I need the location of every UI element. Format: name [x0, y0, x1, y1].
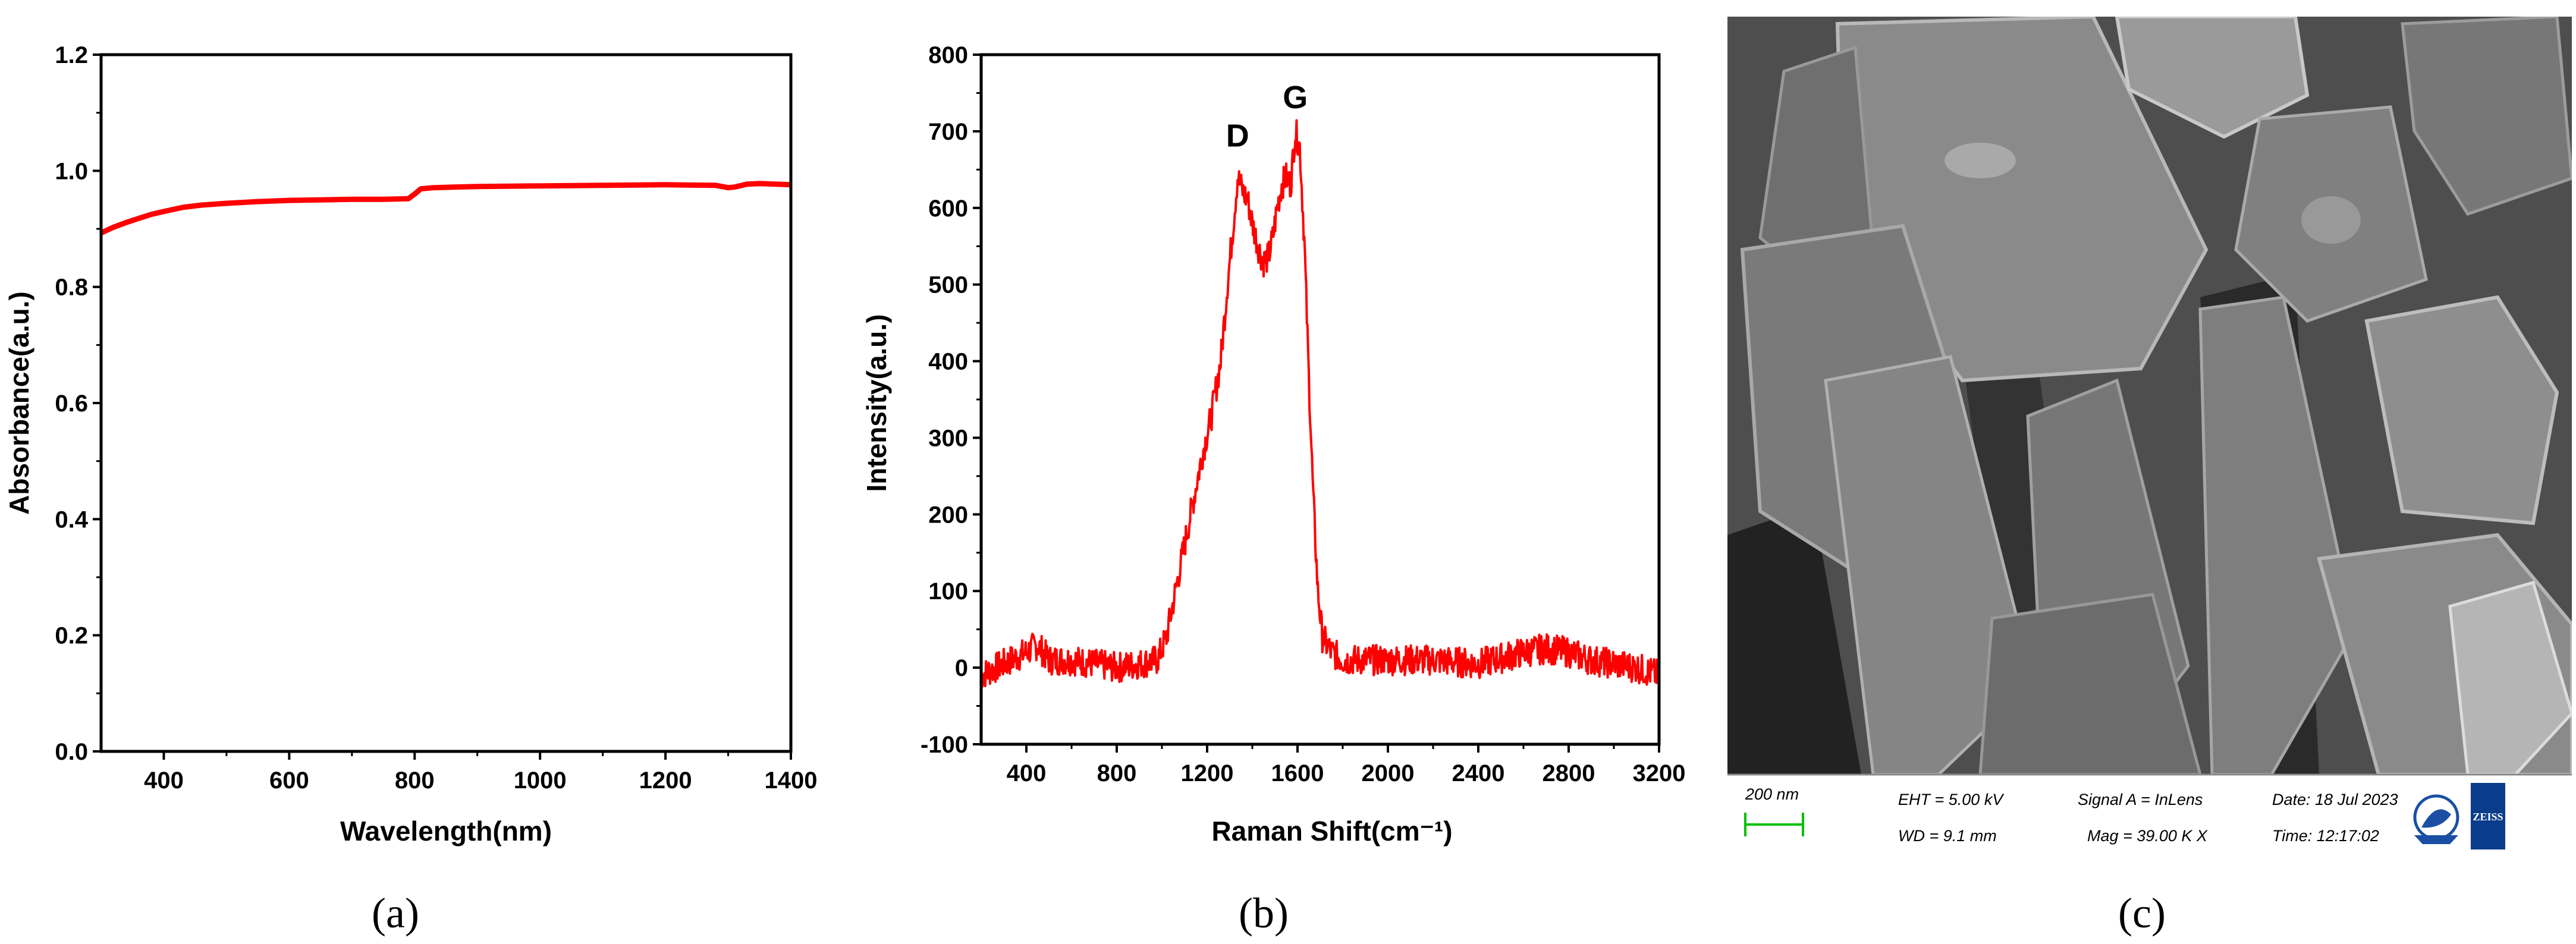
x-tick-label: 400 — [1007, 760, 1047, 786]
x-tick-label: 2400 — [1452, 760, 1505, 786]
sem-scale-label: 200 nm — [1745, 785, 1799, 803]
panel-a-plot-frame — [99, 53, 793, 753]
panel-a-y-axis-title: Absorbance(a.u.) — [4, 291, 34, 515]
y-tick-label: 0.0 — [55, 739, 88, 765]
sem-flake — [2198, 295, 2357, 775]
y-tick-label: 1.0 — [55, 158, 88, 184]
y-tick-label: 200 — [928, 502, 968, 528]
zeiss-logo: ZEISS — [2471, 783, 2505, 849]
y-tick-label: 600 — [928, 196, 968, 222]
y-tick-label: 800 — [928, 42, 968, 68]
x-tick-label: 600 — [269, 767, 309, 794]
sem-time: Time: 12:17:02 — [2272, 827, 2379, 845]
series-line — [101, 181, 791, 235]
panel-b-x-axis-title: Raman Shift(cm⁻¹) — [1211, 816, 1452, 847]
panel-a-ticks — [93, 54, 792, 760]
institute-logo — [2413, 794, 2459, 844]
panel-a-tick-labels: 400 600 800 1000 1200 1400 0.0 0.2 0.4 0.6 0.8 1.0 1… — [55, 42, 817, 794]
sem-flake — [2448, 580, 2572, 775]
peak-label: G — [1283, 80, 1308, 115]
y-tick-label: 500 — [928, 272, 968, 298]
panel-c-caption: (c) — [2118, 889, 2166, 937]
y-tick-label: 0 — [955, 655, 968, 681]
panel-b-annotations: DG — [1226, 80, 1308, 153]
panel-a-x-axis-title: Wavelength(nm) — [340, 816, 552, 847]
x-tick-label: 400 — [144, 767, 184, 794]
sem-shadow — [1727, 505, 1861, 775]
panel-b-ticks — [973, 54, 1660, 753]
x-tick-label: 3200 — [1633, 760, 1686, 786]
x-tick-label: 1200 — [1181, 760, 1234, 786]
x-tick-label: 2000 — [1362, 760, 1415, 786]
x-tick-label: 800 — [395, 767, 435, 794]
sem-flake — [2401, 17, 2572, 216]
y-tick-label: 700 — [928, 119, 968, 145]
y-tick-label: 0.6 — [55, 391, 88, 417]
x-tick-label: 1000 — [514, 767, 567, 794]
panel-b-caption: (b) — [1239, 889, 1289, 937]
sem-flake — [2364, 295, 2559, 526]
x-tick-label: 2800 — [1543, 760, 1595, 786]
series-line — [981, 119, 1659, 688]
panel-b-series — [981, 119, 1659, 688]
y-tick-label: 0.4 — [55, 506, 88, 533]
panel-b-tick-labels: 400 800 1200 1600 2000 2400 2800 3200 -100 0 100 20… — [921, 42, 1686, 786]
sem-signal: Signal A = InLens — [2078, 791, 2203, 808]
y-tick-label: -100 — [921, 732, 968, 758]
sem-flake — [2115, 17, 2310, 139]
sem-scale-bar — [1744, 813, 1804, 836]
zeiss-logo-text: ZEISS — [2473, 811, 2503, 823]
sem-mag: Mag = 39.00 K X — [2087, 827, 2208, 845]
panel-c-sem-image: 200 nm EHT = 5.00 kV WD = 9.1 mm Signal … — [1727, 17, 2572, 937]
panel-b-plot-frame — [979, 53, 1661, 746]
x-tick-label: 800 — [1097, 760, 1137, 786]
sem-particle — [2301, 196, 2361, 244]
panel-b-y-axis-title: Intensity(a.u.) — [861, 314, 892, 492]
panel-a-series — [101, 181, 791, 235]
sem-date: Date: 18 Jul 2023 — [2272, 791, 2398, 808]
y-tick-label: 100 — [928, 578, 968, 605]
sem-particle — [1944, 143, 2016, 178]
y-tick-label: 300 — [928, 425, 968, 451]
panel-a-chart: 400 600 800 1000 1200 1400 0.0 0.2 0.4 0.6 0.8 1.0 1… — [4, 42, 817, 937]
y-tick-label: 1.2 — [55, 42, 88, 68]
x-tick-label: 1200 — [639, 767, 692, 794]
x-tick-label: 1600 — [1271, 760, 1324, 786]
y-tick-label: 0.2 — [55, 623, 88, 649]
panel-b-chart: 400 800 1200 1600 2000 2400 2800 3200 -100 0 100 20… — [861, 42, 1685, 937]
y-tick-label: 400 — [928, 349, 968, 375]
sem-micrograph — [1727, 17, 2572, 775]
peak-label: D — [1226, 118, 1249, 154]
sem-eht: EHT = 5.00 kV — [1898, 791, 2005, 808]
panel-a-caption: (a) — [372, 889, 419, 937]
x-tick-label: 1400 — [765, 767, 818, 794]
sem-wd: WD = 9.1 mm — [1898, 827, 1997, 845]
y-tick-label: 0.8 — [55, 275, 88, 301]
sem-flake — [1978, 593, 2202, 775]
